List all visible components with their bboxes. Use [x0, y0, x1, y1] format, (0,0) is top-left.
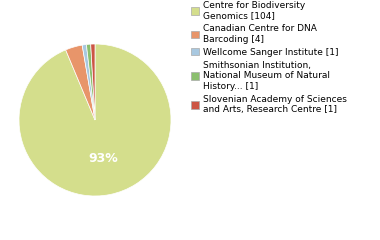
Wedge shape: [66, 45, 95, 120]
Wedge shape: [91, 44, 95, 120]
Wedge shape: [82, 44, 95, 120]
Wedge shape: [86, 44, 95, 120]
Legend: Centre for Biodiversity
Genomics [104], Canadian Centre for DNA
Barcoding [4], W: Centre for Biodiversity Genomics [104], …: [190, 0, 347, 115]
Text: 93%: 93%: [88, 152, 118, 165]
Wedge shape: [19, 44, 171, 196]
